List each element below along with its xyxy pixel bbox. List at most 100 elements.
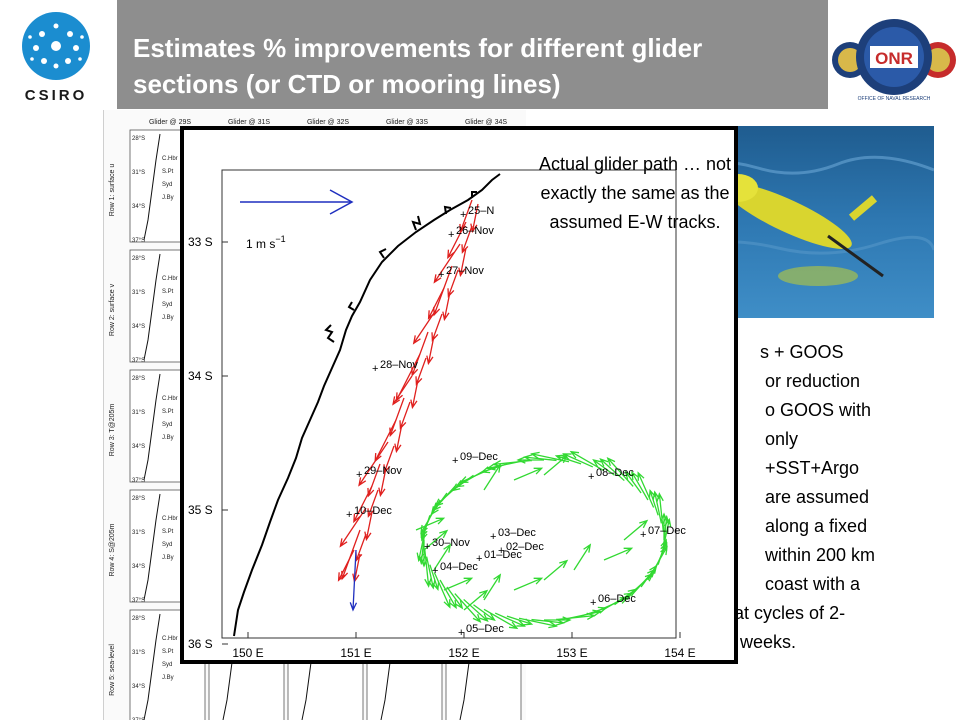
right-text-line: o GOOS with	[765, 400, 872, 420]
velocity-vector	[410, 379, 419, 410]
panel-row-label: Row 5: sea-level	[109, 644, 116, 696]
velocity-vector	[378, 467, 387, 498]
plus-marker: +	[438, 269, 444, 281]
date-label: 10–Dec	[354, 505, 392, 517]
velocity-vector	[427, 287, 445, 320]
velocity-vector	[623, 519, 649, 541]
date-label: 01–Dec	[484, 549, 522, 561]
velocity-vector	[530, 451, 570, 463]
x-tick-label: 154 E	[664, 646, 695, 660]
velocity-vector	[523, 454, 557, 462]
panel-place-label: J.By	[162, 195, 174, 201]
velocity-vector	[394, 423, 403, 454]
panel-y-tick: 37°S	[132, 598, 145, 604]
date-label: 05–Dec	[466, 623, 504, 635]
velocity-vector	[513, 467, 544, 481]
velocity-vector	[513, 577, 544, 591]
plus-marker: +	[490, 531, 496, 543]
velocity-vector	[569, 450, 605, 472]
plus-marker: +	[590, 597, 596, 609]
right-text-line: or reduction	[765, 371, 861, 391]
velocity-vector	[389, 397, 405, 438]
velocity-vector	[399, 401, 411, 430]
velocity-vector	[656, 492, 664, 532]
panel-y-tick: 37°S	[132, 238, 145, 244]
dec-vectors	[415, 450, 672, 630]
velocity-vector	[353, 485, 373, 524]
panel-place-label: Syd	[162, 182, 172, 188]
plus-marker: +	[432, 565, 438, 577]
panel-place-label: J.By	[162, 435, 174, 441]
plus-marker: +	[640, 529, 646, 541]
right-text-line: +SST+Argo	[765, 458, 860, 478]
velocity-vector	[562, 453, 594, 468]
panel-y-tick: 37°S	[132, 358, 145, 364]
right-text-line: are assumed	[765, 487, 870, 507]
right-text-line: within 200 km	[765, 545, 876, 565]
velocity-vector	[483, 463, 502, 491]
plus-marker: +	[476, 553, 482, 565]
overlay-caption: Actual glider path … not exactly the sam…	[538, 154, 732, 232]
velocity-vector	[349, 549, 358, 612]
panel-column-header: Glider @ 32S	[307, 119, 349, 126]
panel-place-label: J.By	[162, 675, 174, 681]
right-text-line: only	[765, 429, 799, 449]
velocity-vector	[433, 243, 461, 284]
panel-row-label: Row 1: surface u	[109, 164, 116, 217]
velocity-vector	[543, 454, 569, 476]
panel-y-tick: 28°S	[132, 496, 145, 502]
panel-y-tick: 28°S	[132, 376, 145, 382]
plus-marker: +	[458, 627, 464, 639]
panel-y-tick: 34°S	[132, 204, 145, 210]
plus-marker: +	[346, 509, 352, 521]
panel-coastline	[143, 373, 161, 481]
velocity-vector	[592, 459, 615, 476]
velocity-vector	[494, 612, 526, 627]
panel-place-label: J.By	[162, 555, 174, 561]
panel-y-tick: 31°S	[132, 290, 145, 296]
panel-place-label: Syd	[162, 302, 172, 308]
x-tick-label: 150 E	[232, 646, 263, 660]
date-label: 04–Dec	[440, 561, 478, 573]
date-label: 27–Nov	[446, 265, 484, 277]
panel-place-label: S.Pt	[162, 529, 174, 535]
panel-place-label: C.Hbr	[162, 156, 178, 162]
velocity-vector	[392, 375, 413, 406]
velocity-vector	[652, 490, 663, 524]
velocity-vector	[447, 269, 459, 298]
velocity-vector	[339, 507, 367, 548]
panel-column-header: Glider @ 31S	[228, 119, 270, 126]
panel-coastline	[143, 493, 161, 601]
plus-marker: +	[424, 541, 430, 553]
onr-logo: ONR OFFICE OF NAVAL RESEARCH	[830, 2, 958, 108]
velocity-vector	[415, 357, 427, 386]
csiro-logo: CSIRO	[6, 4, 106, 104]
panel-column-header: Glider @ 29S	[149, 119, 191, 126]
panel-place-label: S.Pt	[162, 649, 174, 655]
velocity-vector	[573, 543, 592, 571]
velocity-vector	[483, 608, 519, 630]
y-tick-label: 35 S	[188, 503, 213, 517]
plus-marker: +	[448, 229, 454, 241]
panel-column-header: Glider @ 33S	[386, 119, 428, 126]
velocity-vector	[383, 445, 395, 474]
velocity-vector	[439, 579, 457, 610]
plus-marker: +	[372, 363, 378, 375]
panel-place-label: Syd	[162, 542, 172, 548]
panel-place-label: J.By	[162, 315, 174, 321]
velocity-vector	[374, 419, 397, 463]
plus-marker: +	[588, 471, 594, 483]
velocity-vector	[412, 309, 437, 345]
nov-vectors	[337, 199, 479, 612]
panel-place-label: S.Pt	[162, 409, 174, 415]
onr-logo-subtext: OFFICE OF NAVAL RESEARCH	[858, 96, 931, 102]
date-label: 25–N	[468, 205, 494, 217]
velocity-vector	[431, 313, 443, 342]
panel-place-label: C.Hbr	[162, 516, 178, 522]
velocity-vector	[442, 291, 451, 322]
panel-row-label: Row 4: S@205m	[109, 523, 116, 576]
panel-row-label: Row 2: surface v	[109, 283, 116, 336]
date-label: 26–Nov	[456, 225, 494, 237]
date-labels: +25–N+ 26–Nov+ 27–Nov+ 28–Nov+ 29–Nov+ 10–Dec…	[346, 205, 686, 639]
scale-label: 1 m s−1	[246, 234, 286, 251]
